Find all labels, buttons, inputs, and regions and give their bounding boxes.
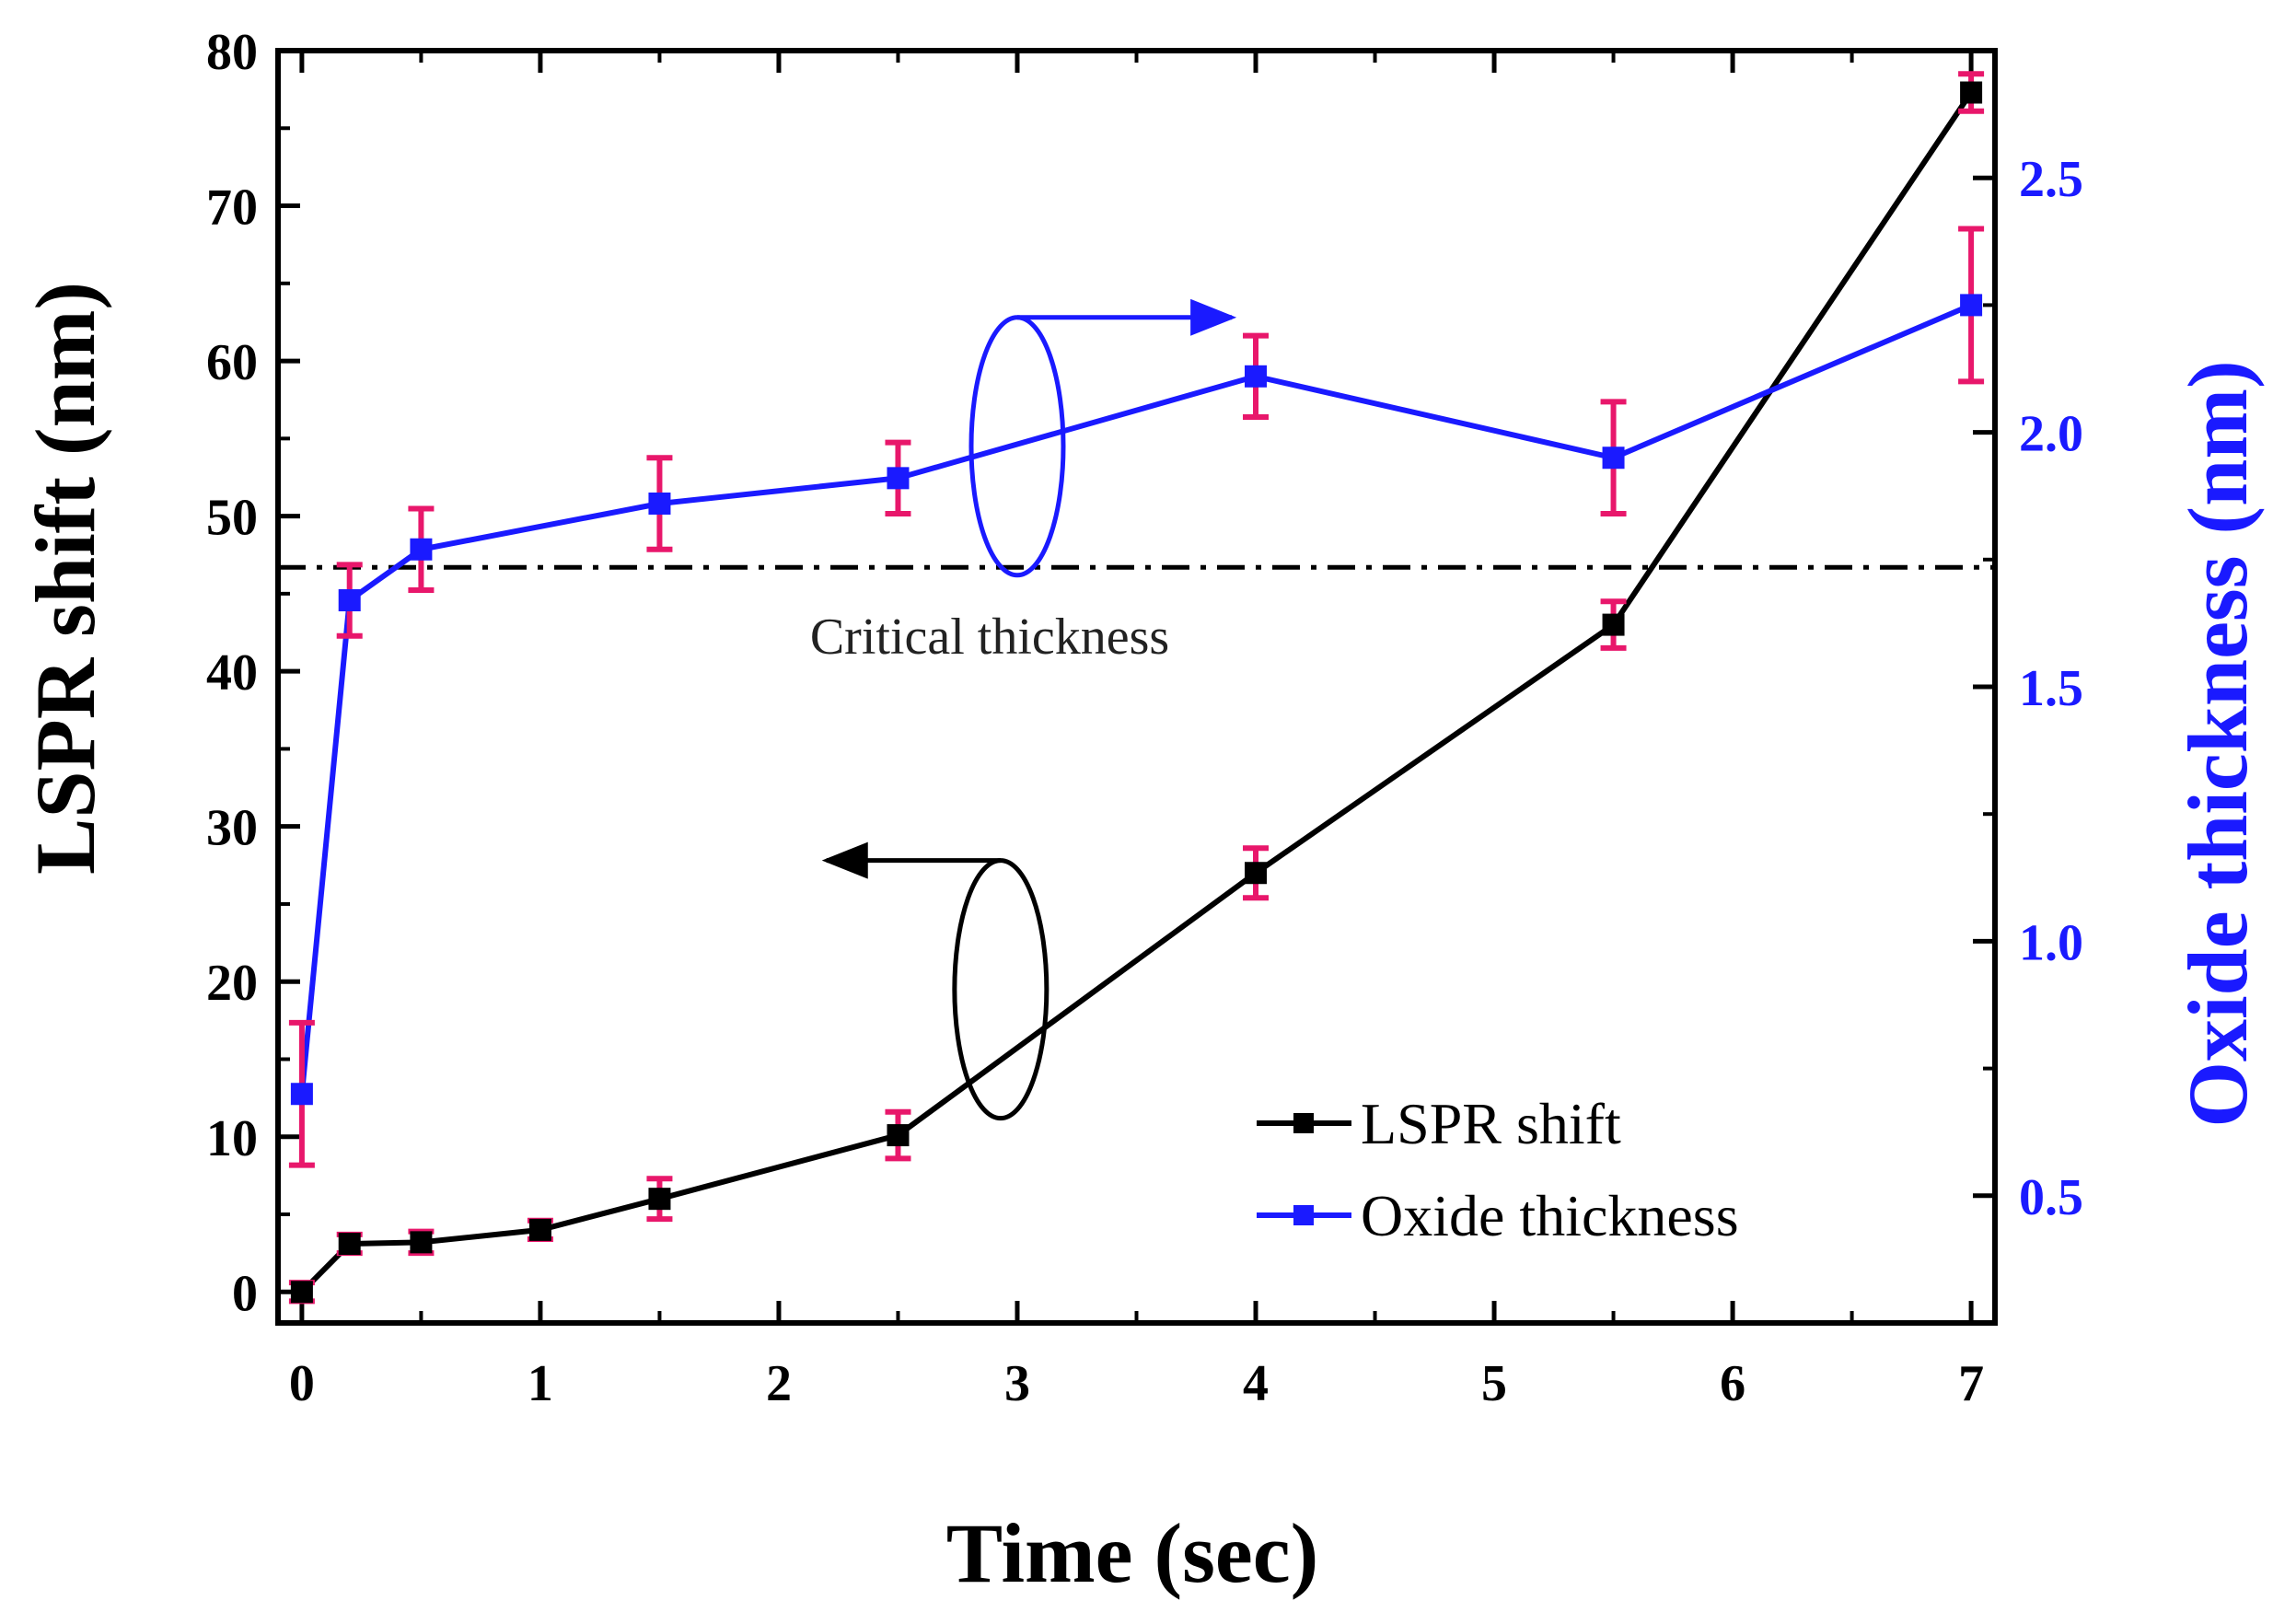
y-axis-right-title: Oxide thickness (nm) — [2171, 360, 2265, 1127]
oxide-thickness-point — [338, 589, 361, 612]
reference-line-label: Critical thickness — [810, 609, 1169, 666]
legend-oxide-thickness-marker — [1293, 1205, 1314, 1225]
oxide-thickness-point — [290, 1083, 313, 1106]
x-tick-label: 7 — [1958, 1355, 1984, 1412]
legend-lspr-shift-marker — [1293, 1113, 1314, 1133]
oxide-thickness-point — [887, 467, 910, 490]
x-tick-label: 1 — [528, 1355, 553, 1412]
lspr-shift-point — [648, 1188, 671, 1211]
x-tick-label: 2 — [766, 1355, 792, 1412]
x-tick-label: 3 — [1004, 1355, 1030, 1412]
lspr-shift-point — [1602, 613, 1625, 636]
x-tick-label: 6 — [1720, 1355, 1745, 1412]
lspr-shift-line — [299, 90, 1974, 1294]
legend-lspr-shift-label: LSPR shift — [1361, 1091, 1621, 1156]
lspr-shift-point — [290, 1281, 313, 1304]
x-tick-label: 5 — [1481, 1355, 1507, 1412]
oxide-thickness-line — [298, 302, 1973, 1095]
plot-frame — [275, 48, 1998, 1326]
x-tick-label: 4 — [1243, 1355, 1269, 1412]
lspr-shift-point — [1245, 862, 1268, 885]
y-left-tick-label: 0 — [232, 1265, 258, 1322]
y-left-tick-label: 20 — [206, 955, 258, 1012]
legend: LSPR shift Oxide thickness — [1257, 1091, 1739, 1248]
y-left-tick-label: 80 — [206, 24, 258, 81]
y-right-tick-label: 1.0 — [2019, 914, 2083, 971]
y-left-tick-label: 40 — [206, 644, 258, 702]
y-right-tick-label: 2.0 — [2019, 406, 2083, 463]
y-left-tick-label: 60 — [206, 334, 258, 391]
series-layer — [288, 71, 1985, 1305]
lspr-shift-point — [410, 1231, 433, 1254]
y-left-tick-label: 50 — [206, 490, 258, 547]
oxide-thickness-point — [1960, 294, 1983, 317]
lspr-shift-point — [528, 1218, 551, 1241]
lspr-axis-indicator-ellipse — [952, 858, 1050, 1121]
y-right-tick-label: 1.5 — [2019, 660, 2083, 717]
oxide-thickness-point — [1245, 365, 1268, 388]
annotation-layer — [821, 298, 1237, 1121]
legend-oxide-thickness-label: Oxide thickness — [1361, 1183, 1739, 1248]
y-right-tick-label: 0.5 — [2019, 1169, 2083, 1226]
lspr-shift-point — [338, 1233, 361, 1256]
y-left-tick-label: 70 — [206, 180, 258, 237]
x-tick-label: 0 — [289, 1355, 315, 1412]
y-right-tick-label: 2.5 — [2019, 151, 2083, 208]
lspr-shift-point — [887, 1124, 910, 1147]
y-left-tick-label: 30 — [206, 800, 258, 857]
y-left-tick-label: 10 — [206, 1110, 258, 1167]
y-axis-left-title: LSPR shift (nm) — [18, 282, 112, 875]
oxide-thickness-point — [410, 538, 433, 561]
oxide-thickness-point — [1602, 447, 1625, 470]
x-axis-title: Time (sec) — [946, 1506, 1318, 1600]
oxide-thickness-point — [648, 492, 671, 515]
lspr-shift-point — [1960, 81, 1983, 104]
